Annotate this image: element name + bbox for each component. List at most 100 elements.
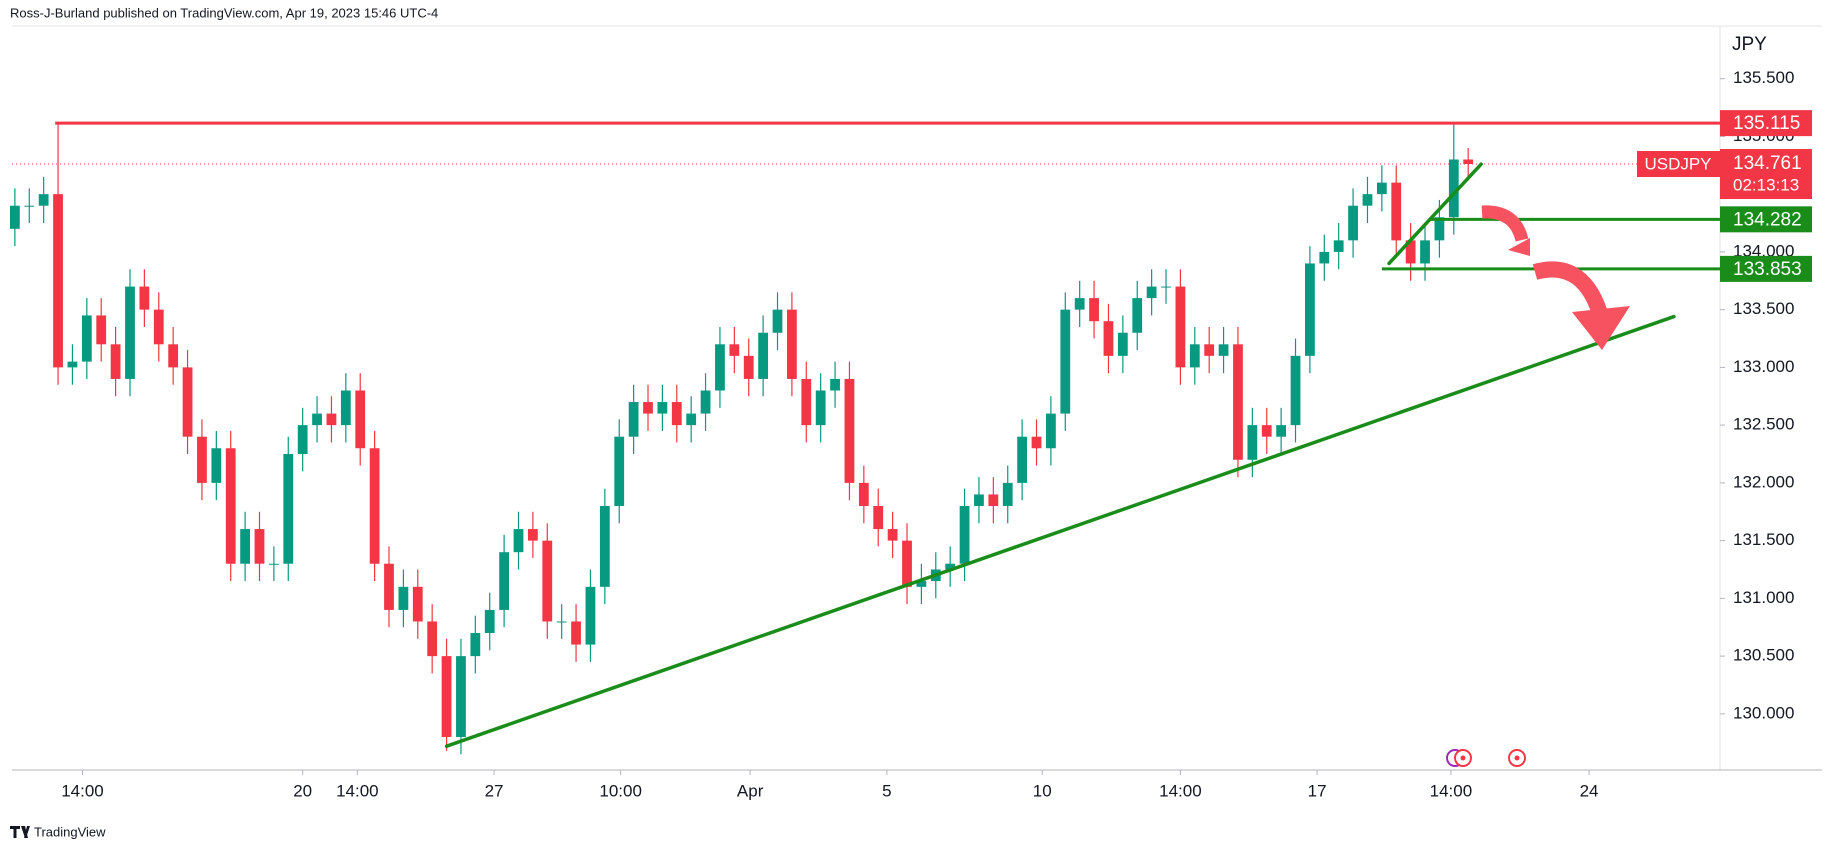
y-tick-label: 131.500 — [1733, 530, 1794, 549]
candle-body — [211, 448, 222, 483]
x-tick-label: 24 — [1580, 781, 1599, 800]
candle-body — [614, 436, 625, 506]
candle-body — [254, 529, 265, 564]
arrow-2-head — [1572, 306, 1630, 350]
candle-body — [527, 529, 538, 541]
candle-body — [873, 505, 884, 530]
candle-body — [1434, 217, 1445, 241]
candle-body — [1060, 309, 1071, 414]
y-tick-label: 135.500 — [1733, 68, 1794, 87]
candle-body — [628, 402, 639, 437]
x-tick-label: 17 — [1308, 781, 1327, 800]
candle-body — [53, 194, 63, 368]
candle-body — [1117, 332, 1128, 356]
candle-body — [1089, 298, 1099, 322]
candle-body — [456, 656, 466, 737]
candle-body — [168, 344, 179, 368]
candle-body — [1405, 240, 1416, 264]
candle-body — [268, 563, 279, 565]
candle-body — [542, 540, 553, 622]
header: Ross-J-Burland published on TradingView.… — [10, 5, 438, 20]
candle-body — [585, 586, 596, 645]
last-price-box — [1720, 149, 1812, 200]
candle-body — [513, 529, 524, 553]
candle-body — [830, 378, 840, 391]
candle-body — [1362, 194, 1373, 206]
y-tick-label: 130.500 — [1733, 646, 1794, 665]
candle-body — [81, 315, 92, 362]
x-tick-label: 14:00 — [336, 781, 379, 800]
candle-body — [916, 581, 927, 587]
candle-body — [758, 332, 769, 379]
candle-body — [1233, 344, 1243, 460]
candle-body — [1161, 286, 1171, 288]
candle-body — [1074, 298, 1085, 310]
currency: JPY — [1732, 34, 1767, 55]
level-label-box — [1720, 206, 1812, 233]
candle-body — [369, 448, 380, 564]
candle-body — [412, 586, 423, 622]
candle-body — [700, 390, 711, 414]
candle-body — [599, 505, 610, 587]
plot — [9, 121, 1720, 755]
arrow-1 — [1481, 205, 1529, 242]
candle-body — [1204, 344, 1215, 356]
candle-body — [153, 309, 164, 345]
candle-body — [1391, 182, 1402, 241]
last-price-label: 134.761 — [1733, 153, 1802, 174]
candle-body — [1146, 286, 1157, 299]
y-tick-label: 133.500 — [1733, 299, 1794, 318]
candle-body — [743, 355, 754, 379]
brand: TradingView — [34, 824, 106, 839]
candle-body — [225, 448, 236, 564]
candle-body — [484, 609, 495, 634]
candle-body — [384, 563, 394, 610]
candle-body — [974, 494, 984, 506]
candle-body — [398, 586, 409, 610]
candle-body — [499, 552, 510, 610]
candle-body — [1017, 436, 1028, 483]
candle-body — [67, 361, 78, 368]
candle-body — [441, 656, 452, 737]
candle-body — [902, 540, 912, 587]
candle-body — [139, 286, 150, 310]
level-label-box — [1720, 110, 1812, 137]
candle-body — [1247, 425, 1258, 460]
y-tick-label: 130.000 — [1733, 703, 1794, 722]
x-tick-label: 14:00 — [61, 781, 104, 800]
candle-body — [1132, 298, 1143, 333]
candle-body — [96, 315, 107, 345]
candle-body — [1348, 205, 1358, 241]
candle-body — [340, 390, 351, 426]
candle-body — [1103, 321, 1114, 356]
candle-body — [801, 378, 812, 426]
candle-body — [240, 529, 250, 564]
candle-body — [887, 529, 898, 541]
candle-body — [125, 286, 135, 379]
candle-body — [9, 205, 20, 229]
candle-body — [38, 194, 49, 206]
candle-body — [297, 425, 308, 455]
candle-body — [1420, 240, 1430, 264]
candle-body — [182, 367, 193, 437]
x-tick-label: 10:00 — [599, 781, 642, 800]
candle-body — [470, 633, 481, 657]
candle-body — [1305, 263, 1315, 356]
candle-body — [1218, 344, 1229, 356]
candle-body — [686, 413, 697, 426]
candle-body — [1276, 425, 1287, 437]
x-tick-label: 14:00 — [1159, 781, 1202, 800]
candle-body — [815, 390, 826, 426]
x-tick-label: 27 — [485, 781, 504, 800]
level-label: 133.853 — [1733, 259, 1802, 280]
arrow-2 — [1532, 261, 1610, 323]
event-icon-dot — [1460, 755, 1466, 761]
brand-logo — [10, 826, 30, 838]
candle-body — [283, 454, 294, 564]
level-label: 134.282 — [1733, 209, 1802, 230]
candle-body — [657, 402, 668, 414]
candle-body — [671, 402, 682, 426]
event-icon-dot — [1514, 755, 1520, 761]
